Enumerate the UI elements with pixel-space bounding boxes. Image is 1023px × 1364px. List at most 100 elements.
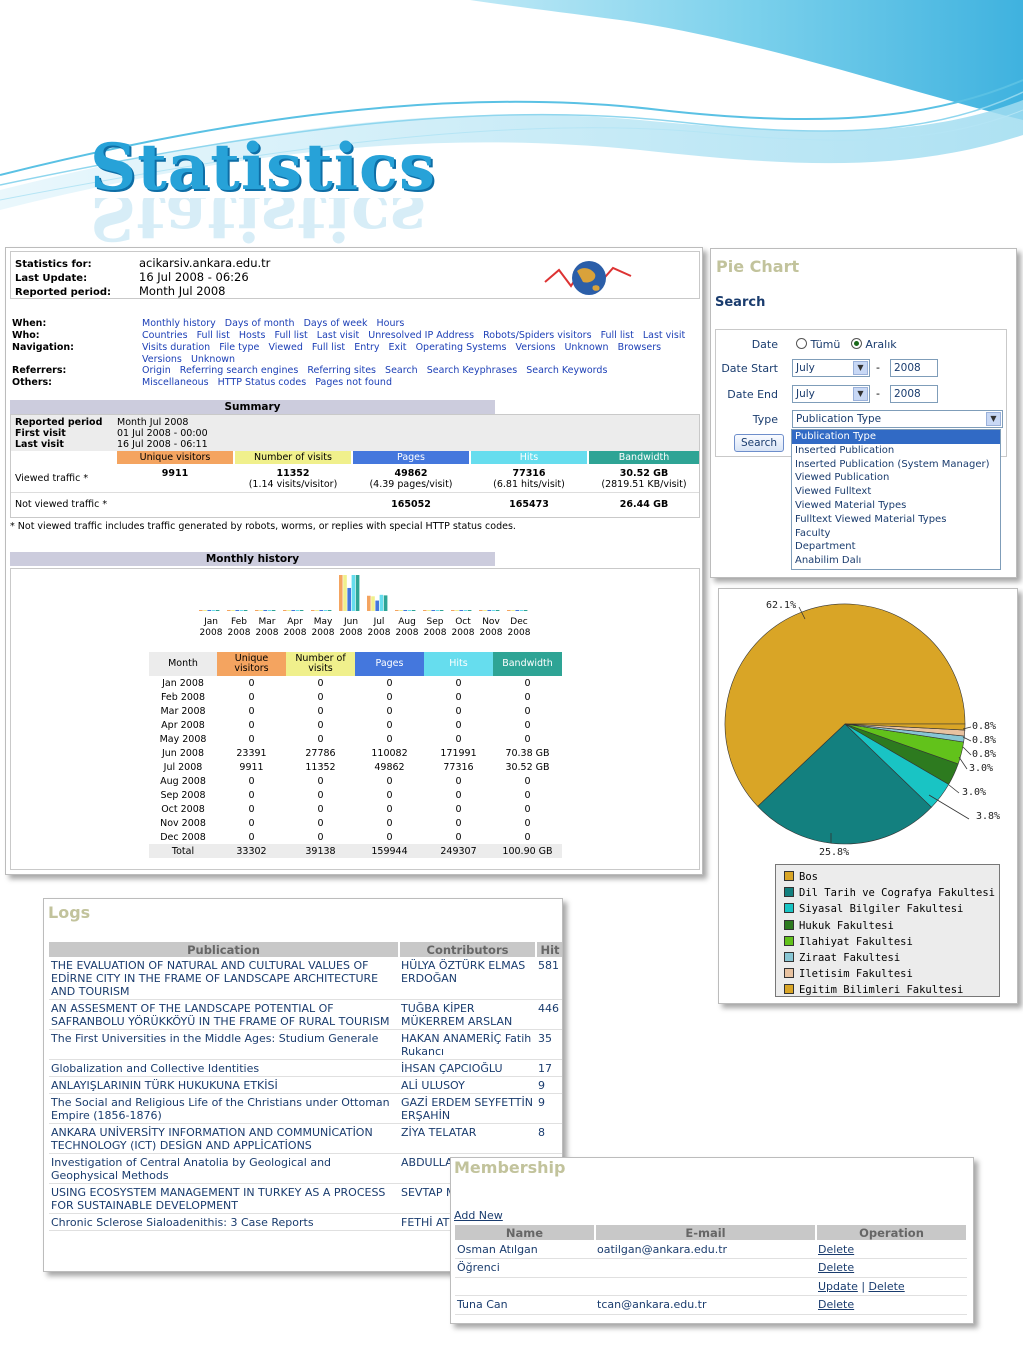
- nav-links[interactable]: Monthly history Days of month Days of we…: [142, 318, 405, 329]
- table-cell: 0: [386, 817, 393, 829]
- search-button[interactable]: Search: [734, 434, 784, 452]
- table-cell: 70.38 GB: [505, 747, 550, 759]
- page-title: Statistics: [90, 130, 437, 205]
- not-viewed-value: 165473: [509, 499, 549, 510]
- table-cell: 49862: [374, 761, 405, 773]
- month-bar: [455, 610, 459, 611]
- table-row: THE EVALUATION OF NATURAL AND CULTURAL V…: [49, 957, 562, 1000]
- member-name: Osman Atılgan: [455, 1240, 595, 1259]
- hit-count: 9: [536, 1093, 562, 1124]
- member-email: tcan@ankara.edu.tr: [595, 1295, 816, 1315]
- legend-label: Iletisim Fakultesi: [799, 968, 913, 981]
- member-email: [595, 1258, 816, 1278]
- update-link[interactable]: Update: [818, 1279, 858, 1293]
- nav-links[interactable]: Origin Referring search engines Referrin…: [142, 365, 608, 376]
- table-header-row: Name E-mail Operation: [455, 1225, 968, 1240]
- total-cell: 39138: [286, 844, 355, 858]
- dropdown-option[interactable]: Anabilim Dalı: [795, 555, 862, 567]
- table-cell: 0: [386, 719, 393, 731]
- dropdown-option[interactable]: Faculty: [795, 527, 831, 539]
- dropdown-option[interactable]: Inserted Publication: [795, 444, 895, 456]
- delete-link[interactable]: Delete: [818, 1261, 855, 1275]
- publication-title[interactable]: Investigation of Central Anatolia by Geo…: [49, 1153, 399, 1184]
- dropdown-option[interactable]: Inserted Publication (System Manager): [795, 458, 990, 470]
- radio-range[interactable]: [850, 338, 862, 349]
- month-bar: [423, 610, 427, 611]
- month-tick: May: [314, 617, 333, 627]
- col-hits: Hits: [471, 451, 587, 464]
- month-bar: [523, 610, 528, 611]
- logs-table: Publication Contributors Hit THE EVALUAT…: [49, 942, 562, 1231]
- info-row: Last Update: 16 Jul 2008 - 06:26: [15, 270, 249, 284]
- dropdown-option[interactable]: Fulltext Viewed Material Types: [795, 513, 947, 525]
- radio-all[interactable]: [796, 338, 807, 349]
- legend-item: Iletisim Fakultesi: [784, 967, 913, 981]
- year-tick: 2008: [424, 628, 447, 638]
- table-cell: 0: [524, 775, 531, 787]
- dropdown-option[interactable]: Viewed Material Types: [795, 499, 907, 511]
- publication-title[interactable]: ANKARA UNİVERSİTY INFORMATION AND COMMUN…: [49, 1123, 399, 1154]
- delete-link[interactable]: Delete: [868, 1279, 905, 1293]
- table-row: Aug 2008 0 0 0 0 0: [149, 774, 562, 788]
- selected-value: July: [796, 362, 815, 374]
- table-row: Jun 2008 23391 27786 110082 171991 70.38 GB: [149, 746, 562, 760]
- publication-title[interactable]: Globalization and Collective Identities: [49, 1059, 399, 1077]
- month-bar: [291, 610, 295, 611]
- contributors: HAKAN ANAMERİÇ Fatih Rukancı: [399, 1029, 536, 1060]
- month-bar: [299, 610, 304, 611]
- date-start-month-select[interactable]: July ▼: [792, 359, 870, 377]
- slice-label: 3.8%: [976, 811, 1001, 822]
- total-cell: 33302: [217, 844, 286, 858]
- dropdown-option[interactable]: Viewed Publication: [795, 472, 890, 484]
- publication-title[interactable]: The First Universities in the Middle Age…: [49, 1029, 399, 1060]
- dropdown-option[interactable]: Publication Type: [792, 430, 1000, 444]
- date-end-year-field[interactable]: 2008: [890, 385, 938, 403]
- legend-item: Hukuk Fakultesi: [784, 919, 894, 933]
- type-select[interactable]: Publication Type ▼: [792, 410, 1003, 428]
- leader-line: [798, 606, 806, 620]
- table-row: Jul 2008 9911 11352 49862 77316 30.52 GB: [149, 760, 562, 774]
- th-publication: Publication: [49, 942, 400, 957]
- nav-links[interactable]: Countries Full list Hosts Full list Last…: [142, 330, 686, 341]
- table-row: Update | Delete: [455, 1277, 967, 1296]
- hit-count: 446: [536, 999, 562, 1030]
- publication-title[interactable]: ANLAYIŞLARININ TÜRK HUKUKUNA ETKİSİ: [49, 1076, 399, 1094]
- table-cell: 0: [248, 831, 255, 843]
- panel-title: Pie Chart: [716, 257, 800, 276]
- awstats-logo-icon: [544, 261, 632, 295]
- delete-link[interactable]: Delete: [818, 1242, 855, 1256]
- month-bar: [315, 610, 319, 611]
- slice-label: 25.8%: [819, 847, 850, 858]
- member-name: [455, 1277, 595, 1296]
- summary-label: Reported period: [15, 417, 103, 428]
- dropdown-option[interactable]: Viewed Fulltext: [795, 486, 872, 498]
- date-start-year-field[interactable]: 2008: [890, 359, 938, 377]
- legend-swatch: [784, 968, 794, 979]
- th-operation: Operation: [816, 1225, 968, 1240]
- publication-title[interactable]: USING ECOSYSTEM MANAGEMENT IN TURKEY AS …: [49, 1183, 399, 1214]
- table-row: ANLAYIŞLARININ TÜRK HUKUKUNA ETKİSİ ALİ U…: [49, 1076, 562, 1094]
- publication-title[interactable]: The Social and Religious Life of the Chr…: [49, 1093, 399, 1124]
- table-cell: 0: [455, 789, 462, 801]
- publication-title[interactable]: THE EVALUATION OF NATURAL AND CULTURAL V…: [49, 957, 399, 1000]
- month-bar: [459, 610, 463, 611]
- table-row: Nov 2008 0 0 0 0 0: [149, 816, 562, 830]
- table-cell: 0: [248, 817, 255, 829]
- leader-line: [962, 726, 972, 730]
- month-bar: [507, 610, 511, 611]
- nav-links[interactable]: Visits duration File type Viewed Full li…: [142, 342, 671, 365]
- publication-title[interactable]: AN ASSESMENT OF THE LANDSCAPE POTENTIAL …: [49, 999, 399, 1030]
- date-end-month-select[interactable]: July ▼: [792, 385, 870, 403]
- nav-links[interactable]: Miscellaneous HTTP Status codes Pages no…: [142, 377, 392, 388]
- pie-slice: [757, 723, 932, 845]
- publication-title[interactable]: Chronic Sclerose Sialoadenithis: 3 Case …: [49, 1213, 399, 1231]
- legend-label: Dil Tarih ve Cografya Fakultesi: [799, 887, 995, 900]
- table-cell: 0: [524, 691, 531, 703]
- add-new-link[interactable]: Add New: [454, 1209, 503, 1222]
- delete-link[interactable]: Delete: [818, 1298, 855, 1312]
- leader-line: [962, 746, 972, 756]
- monthly-bar-chart: Jan2008Feb2008Mar2008Apr2008May2008Jun20…: [199, 575, 531, 638]
- dropdown-option[interactable]: Department: [795, 541, 856, 553]
- month-bar: [355, 575, 360, 611]
- month-bar: [267, 610, 272, 611]
